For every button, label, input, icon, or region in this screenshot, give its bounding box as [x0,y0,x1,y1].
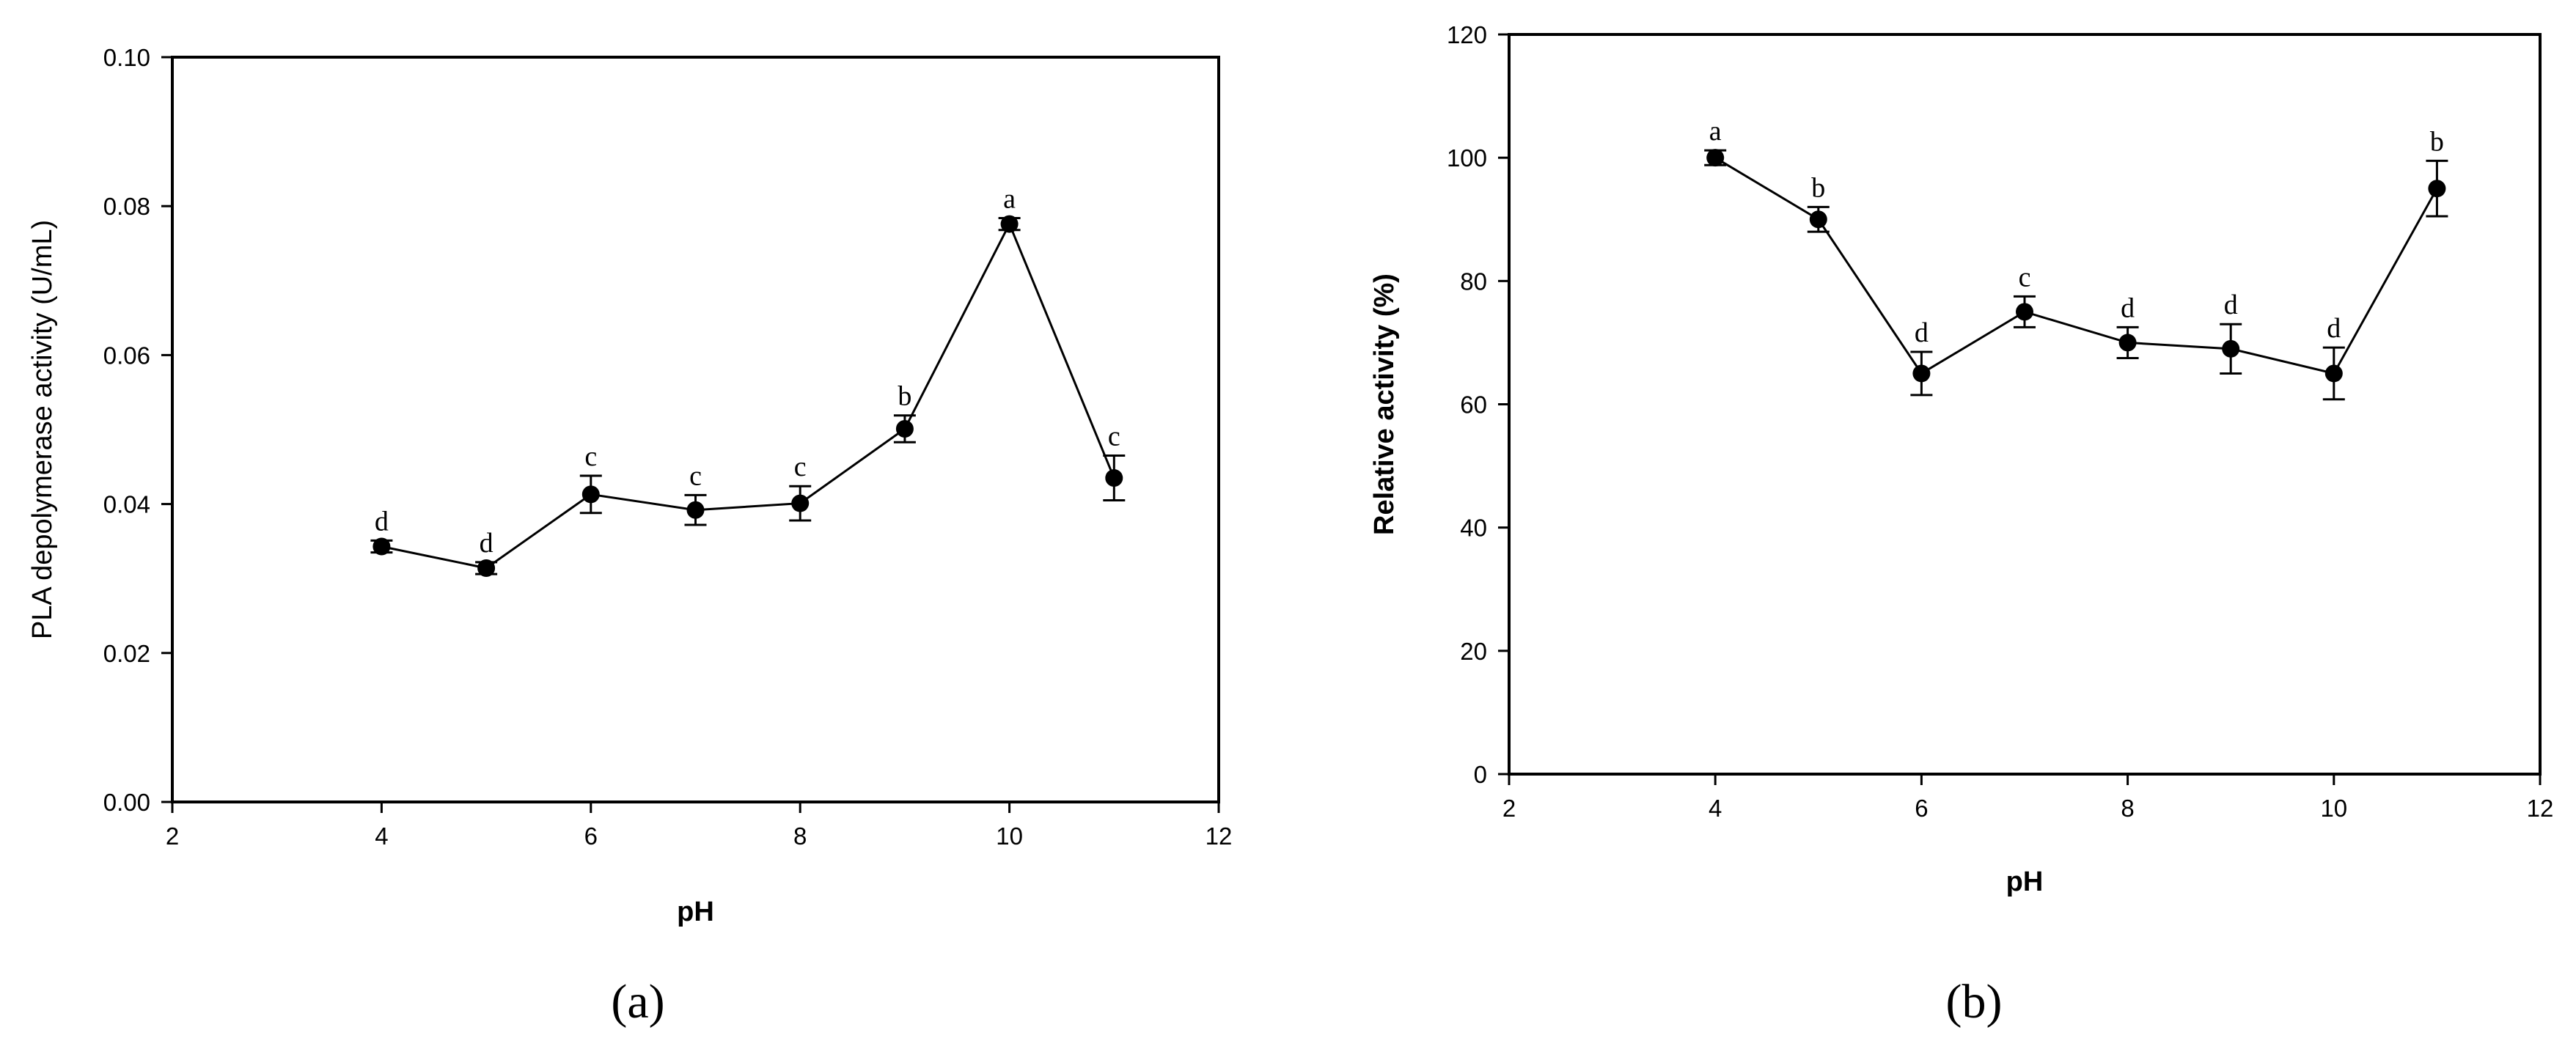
data-point [2118,334,2137,352]
plot-frame [171,56,1220,803]
significance-letter: d [2121,292,2135,323]
significance-letter: b [898,381,911,412]
data-point [2222,339,2240,358]
plot-frame [1508,33,2542,776]
significance-letter: d [1915,317,1929,348]
panel-label-a: (a) [611,975,664,1028]
data-point [581,485,600,504]
x-tick-label: 12 [2527,795,2554,822]
data-point [477,559,496,577]
significance-letter: d [375,506,389,537]
y-tick-label: 0.06 [103,342,150,369]
panel-label-b: (b) [1946,975,2003,1028]
x-tick-label: 6 [584,822,598,850]
chart-a: 2 4 6 8 10 12 0.00 0.02 0.04 0.06 0.08 0.10 pH PLA de… [27,44,1232,927]
significance-letter: c [584,441,597,472]
y-axis-label: PLA depolymerase activity (U/mL) [27,220,58,639]
data-point [2324,364,2343,383]
significance-letter: c [1108,422,1120,452]
y-tick-label: 0.02 [103,640,150,667]
y-tick-label: 80 [1460,268,1487,295]
series-line [381,221,1115,570]
significance-letter: c [2019,262,2031,292]
y-tick-label: 0.10 [103,44,150,71]
x-tick-label: 2 [166,822,179,850]
significance-letter: a [1003,183,1016,214]
data-point [1912,364,1931,383]
x-tick-label: 6 [1915,795,1928,822]
y-tick-label: 100 [1447,144,1487,172]
data-point [686,501,705,519]
significance-letter: a [1709,116,1722,147]
y-tick-label: 40 [1460,515,1487,542]
x-tick-label: 8 [2121,795,2134,822]
y-tick-label: 0.08 [103,193,150,220]
significance-letter: c [794,452,807,482]
y-axis-label: Relative activity (%) [1369,273,1400,535]
significance-letter: b [1811,172,1825,203]
data-point [373,537,391,556]
x-tick-label: 10 [2320,795,2347,822]
y-tick-label: 120 [1447,21,1487,48]
data-point [895,419,914,438]
data-point [791,494,810,512]
data-point [2016,303,2033,321]
data-point [1000,215,1019,233]
data-point [1809,210,1827,229]
x-tick-label: 4 [375,822,388,850]
significance-letter: c [689,460,702,491]
significance-letter: d [2327,313,2341,344]
x-tick-label: 12 [1206,822,1233,850]
x-tick-label: 4 [1709,795,1722,822]
y-tick-label: 20 [1460,638,1487,665]
data-point [1706,149,1725,167]
x-tick-label: 10 [996,822,1023,850]
significance-letter: d [480,528,493,559]
x-tick-label: 2 [1502,795,1516,822]
series-line [1714,156,2438,375]
y-tick-label: 60 [1460,391,1487,419]
data-point [2428,180,2446,198]
significance-letter: d [2224,290,2238,320]
x-axis-label: pH [2006,866,2044,897]
y-tick-label: 0.04 [103,491,150,518]
significance-letter: b [2430,126,2444,157]
x-tick-label: 8 [793,822,807,850]
data-point [1105,469,1123,487]
x-axis-label: pH [677,897,714,927]
y-tick-label: 0.00 [103,789,150,816]
y-tick-label: 0 [1474,761,1487,788]
